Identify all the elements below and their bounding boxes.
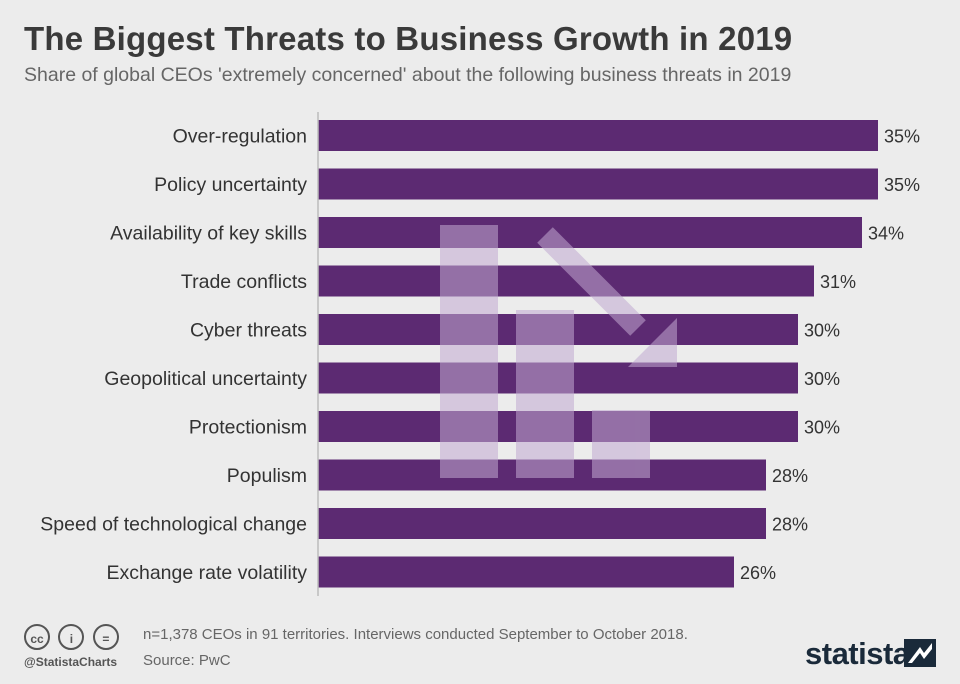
- brand-name[interactable]: statista: [805, 636, 910, 671]
- value-label: 28%: [772, 515, 808, 535]
- bar: [318, 168, 878, 200]
- value-label: 31%: [820, 272, 856, 292]
- chart-title: The Biggest Threats to Business Growth i…: [24, 20, 793, 57]
- bar: [318, 556, 734, 588]
- value-label: 30%: [804, 418, 840, 438]
- value-label: 28%: [772, 466, 808, 486]
- category-label: Policy uncertainty: [154, 174, 307, 196]
- category-label: Exchange rate volatility: [106, 562, 307, 584]
- by-icon: i: [58, 624, 85, 650]
- bar-chart: Over-regulation 35% Policy uncertainty 35% A…: [40, 112, 920, 596]
- license-icons: cc i =: [24, 624, 123, 650]
- statista-logo-icon: [904, 639, 936, 667]
- bar: [318, 217, 862, 248]
- category-label: Trade conflicts: [181, 271, 307, 293]
- value-label: 26%: [740, 563, 776, 583]
- category-label: Geopolitical uncertainty: [104, 368, 307, 390]
- value-label: 35%: [884, 127, 920, 147]
- category-label: Cyber threats: [190, 320, 307, 342]
- down-trend-arrow-icon: [440, 225, 677, 478]
- cc-icon: cc: [24, 624, 50, 650]
- chart-subtitle: Share of global CEOs 'extremely concerne…: [24, 64, 792, 86]
- value-label: 35%: [884, 175, 920, 195]
- category-label: Protectionism: [189, 417, 307, 439]
- category-label: Speed of technological change: [40, 514, 307, 536]
- source-note: Source: PwC: [143, 652, 231, 669]
- bar: [318, 120, 878, 151]
- nd-icon: =: [92, 624, 119, 650]
- social-handle[interactable]: @StatistaCharts: [24, 655, 118, 669]
- footnote: n=1,378 CEOs in 91 territories. Intervie…: [143, 626, 688, 643]
- value-label: 34%: [868, 224, 904, 244]
- category-label: Populism: [227, 465, 307, 487]
- category-label: Availability of key skills: [110, 223, 307, 245]
- value-label: 30%: [804, 369, 840, 389]
- bar: [318, 508, 766, 539]
- category-label: Over-regulation: [173, 126, 307, 148]
- value-label: 30%: [804, 321, 840, 341]
